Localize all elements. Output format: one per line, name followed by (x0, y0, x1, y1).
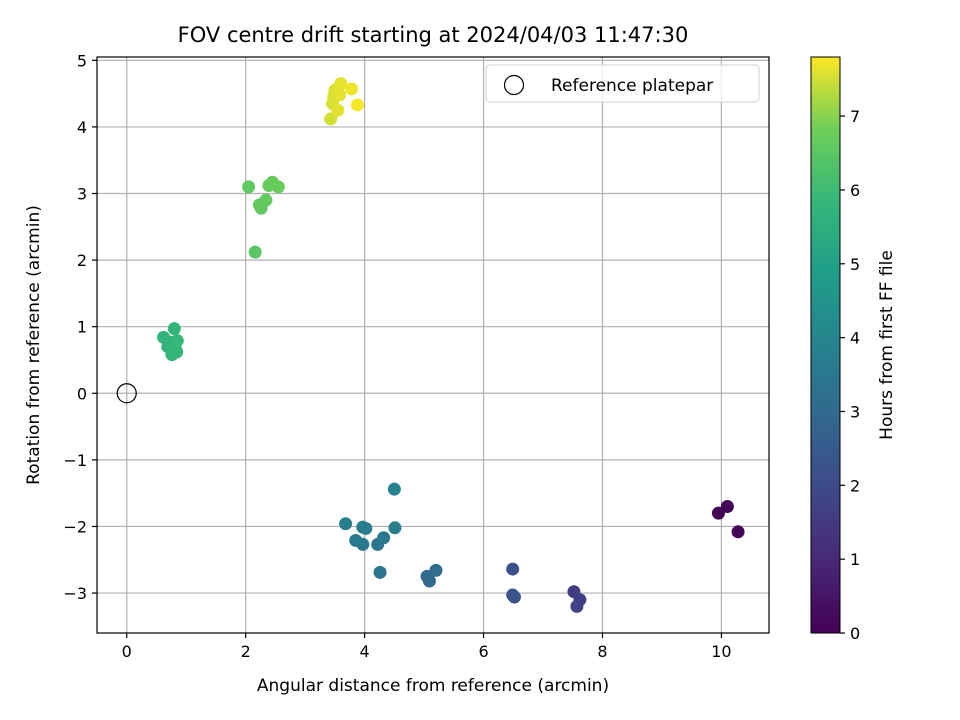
colorbar-ticks: 0 1 2 3 4 5 6 7 (840, 107, 860, 643)
scatter-point (242, 180, 256, 194)
y-axis-label: Rotation from reference (arcmin) (24, 205, 44, 485)
y-tick-label: 5 (77, 51, 87, 70)
scatter-point (731, 525, 745, 539)
scatter-point (333, 88, 347, 102)
y-tick-label: 3 (77, 185, 87, 204)
colorbar-tick-label: 5 (850, 255, 860, 274)
grid-lines (97, 57, 769, 633)
scatter-point (373, 565, 387, 579)
legend-box (485, 64, 760, 103)
plot-frame (96, 56, 770, 634)
scatter-point (506, 562, 520, 576)
colorbar-tick-label: 1 (850, 550, 860, 569)
colorbar-tick-label: 7 (850, 107, 860, 126)
y-tick-label: −3 (63, 584, 87, 603)
scatter-point (377, 531, 391, 545)
reference-marker (116, 383, 137, 404)
chart-title: FOV centre drift starting at 2024/04/03 … (178, 23, 689, 47)
y-tick-label: 1 (77, 318, 87, 337)
scatter-point (429, 563, 443, 577)
scatter-point (387, 482, 401, 496)
scatter-point (259, 193, 273, 207)
scatter-point (720, 499, 734, 513)
y-tick-label: 4 (77, 118, 87, 137)
y-tick-label: −2 (63, 517, 87, 536)
scatter-point (271, 180, 285, 194)
scatter-point (422, 574, 436, 588)
colorbar-tick-label: 6 (850, 181, 860, 200)
x-axis-ticks: 0 2 4 6 8 10 (122, 633, 732, 661)
legend-marker-icon (503, 74, 525, 96)
legend: Reference platepar (485, 64, 760, 103)
scatter-point (170, 345, 184, 359)
scatter-point (349, 533, 363, 547)
colorbar-label: Hours from first FF file (877, 250, 897, 440)
y-tick-label: −1 (63, 451, 87, 470)
scatter-point (331, 103, 345, 117)
scatter-point (507, 590, 521, 604)
x-tick-label: 0 (122, 642, 132, 661)
colorbar-gradient (810, 56, 841, 634)
scatter-point (170, 334, 184, 348)
x-tick-label: 4 (360, 642, 370, 661)
colorbar-tick-label: 2 (850, 476, 860, 495)
scatter-point (334, 77, 348, 91)
colorbar-tick-label: 4 (850, 329, 860, 348)
colorbar-tick-label: 3 (850, 402, 860, 421)
scatter-point (711, 506, 725, 520)
colorbar: 0 1 2 3 4 5 6 7 Hours from first FF file (810, 56, 897, 643)
colorbar-tick-label: 0 (850, 624, 860, 643)
scatter-point (359, 521, 373, 535)
scatter-point (248, 245, 262, 259)
legend-label: Reference platepar (551, 76, 713, 96)
x-tick-label: 8 (597, 642, 607, 661)
scatter-points (116, 77, 745, 613)
scatter-point (345, 82, 359, 96)
scatter-point (570, 599, 584, 613)
x-tick-label: 6 (478, 642, 488, 661)
scatter-point (167, 322, 181, 336)
x-tick-label: 2 (241, 642, 251, 661)
x-tick-label: 10 (711, 642, 731, 661)
scatter-point (388, 521, 402, 535)
scatter-point (324, 112, 338, 126)
y-tick-label: 0 (77, 384, 87, 403)
x-axis-label: Angular distance from reference (arcmin) (257, 676, 609, 696)
scatter-point (339, 517, 353, 531)
scatter-point (350, 98, 364, 112)
y-axis-ticks: −3 −2 −1 0 1 2 3 4 5 (63, 51, 97, 603)
y-tick-label: 2 (77, 251, 87, 270)
